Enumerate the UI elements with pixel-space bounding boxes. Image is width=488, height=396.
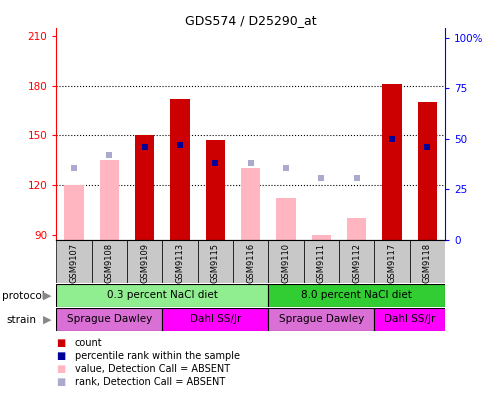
Bar (417, 102, 436, 240)
Text: percentile rank within the sample: percentile rank within the sample (75, 350, 239, 361)
Bar (276, 198, 295, 240)
Text: ■: ■ (56, 377, 65, 387)
Text: ▶: ▶ (43, 291, 51, 301)
Bar (232, 240, 268, 283)
Title: GDS574 / D25290_at: GDS574 / D25290_at (184, 13, 316, 27)
Text: ■: ■ (56, 350, 65, 361)
Bar (64, 185, 83, 240)
Text: GSM9107: GSM9107 (69, 242, 78, 283)
Bar (56, 308, 162, 331)
Text: Dahl SS/Jr: Dahl SS/Jr (189, 314, 241, 324)
Text: GSM9117: GSM9117 (386, 242, 396, 283)
Text: GSM9113: GSM9113 (175, 242, 184, 283)
Bar (268, 308, 373, 331)
Bar (303, 240, 338, 283)
Text: GSM9115: GSM9115 (210, 242, 219, 282)
Text: Sprague Dawley: Sprague Dawley (278, 314, 363, 324)
Bar (346, 218, 366, 240)
Bar (135, 135, 154, 240)
Text: 0.3 percent NaCl diet: 0.3 percent NaCl diet (106, 290, 217, 301)
Bar (373, 240, 409, 283)
Bar (100, 160, 119, 240)
Bar (91, 240, 127, 283)
Bar (162, 308, 268, 331)
Bar (56, 284, 268, 307)
Text: value, Detection Call = ABSENT: value, Detection Call = ABSENT (75, 364, 229, 374)
Bar (268, 284, 444, 307)
Text: ▶: ▶ (43, 314, 51, 325)
Bar (338, 240, 373, 283)
Bar (127, 240, 162, 283)
Bar (197, 240, 232, 283)
Text: GSM9108: GSM9108 (104, 242, 114, 283)
Text: ■: ■ (56, 364, 65, 374)
Text: Dahl SS/Jr: Dahl SS/Jr (383, 314, 434, 324)
Text: GSM9116: GSM9116 (245, 242, 255, 283)
Bar (56, 240, 91, 283)
Bar (205, 140, 224, 240)
Bar (170, 99, 189, 240)
Text: GSM9118: GSM9118 (422, 242, 431, 283)
Bar (241, 168, 260, 240)
Text: protocol: protocol (2, 291, 45, 301)
Bar (373, 308, 444, 331)
Bar (382, 84, 401, 240)
Text: Sprague Dawley: Sprague Dawley (66, 314, 152, 324)
Bar (409, 240, 444, 283)
Text: ■: ■ (56, 337, 65, 348)
Bar (162, 240, 197, 283)
Text: GSM9109: GSM9109 (140, 242, 149, 282)
Text: GSM9111: GSM9111 (316, 242, 325, 282)
Text: GSM9110: GSM9110 (281, 242, 290, 282)
Text: GSM9112: GSM9112 (351, 242, 361, 282)
Text: strain: strain (6, 314, 36, 325)
Bar (268, 240, 303, 283)
Text: 8.0 percent NaCl diet: 8.0 percent NaCl diet (301, 290, 411, 301)
Bar (311, 234, 330, 240)
Text: count: count (75, 337, 102, 348)
Text: rank, Detection Call = ABSENT: rank, Detection Call = ABSENT (75, 377, 224, 387)
